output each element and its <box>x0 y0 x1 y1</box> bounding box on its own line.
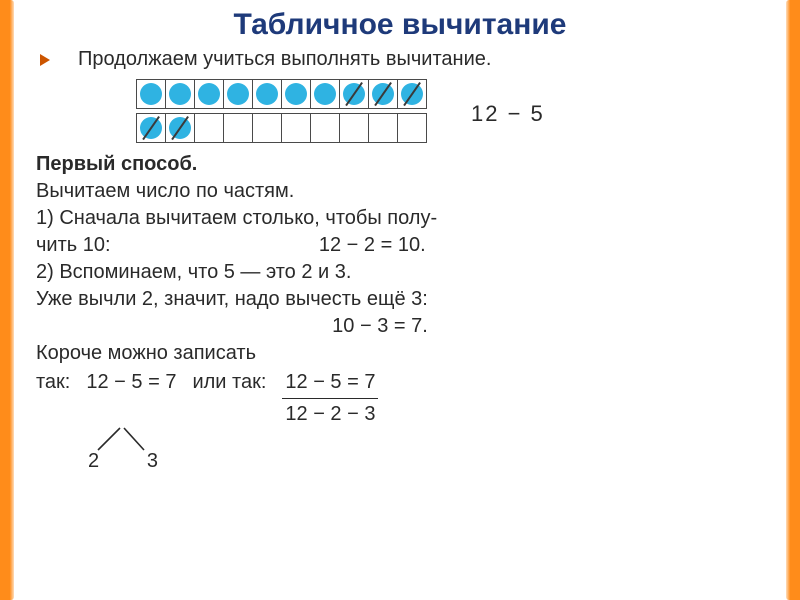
method-intro: Вычитаем число по частям. <box>36 178 764 205</box>
decor-bar-right <box>786 0 800 600</box>
counter-dot-icon <box>256 83 278 105</box>
grid-cell <box>165 113 195 143</box>
short-line-b: так: <box>36 369 70 396</box>
grid-cell <box>368 113 398 143</box>
step2-line-b: Уже вычли 2, значит, надо вычесть ещё 3: <box>36 286 764 313</box>
grid-cell <box>136 79 166 109</box>
decor-bar-left <box>0 0 14 600</box>
number-split: 2 3 <box>92 426 172 470</box>
step1-equation: 12 − 2 = 10. <box>111 232 764 259</box>
counter-crossed-icon <box>169 117 191 139</box>
intro-line: Продолжаем учиться выполнять вычитание. <box>40 46 764 73</box>
grid-cell <box>310 113 340 143</box>
grid-cell <box>136 113 166 143</box>
counter-crossed-icon <box>140 117 162 139</box>
fraction-top: 12 − 5 = 7 <box>282 369 378 399</box>
counter-dot-icon <box>285 83 307 105</box>
grid-cell <box>397 79 427 109</box>
step2-line-a: 2) Вспоминаем, что 5 — это 2 и 3. <box>36 259 764 286</box>
grid-cell <box>339 113 369 143</box>
counter-dot-icon <box>169 83 191 105</box>
counter-crossed-icon <box>401 83 423 105</box>
grid-cell <box>397 113 427 143</box>
grid-cell <box>281 113 311 143</box>
diagram-expression: 12 − 5 <box>471 93 545 129</box>
content-area: Продолжаем учиться выполнять вычитание. … <box>0 46 800 470</box>
grid-cell <box>281 79 311 109</box>
fraction-bottom: 12 − 2 − 3 <box>285 399 375 428</box>
bullet-arrow-icon <box>40 54 50 66</box>
counter-dot-icon <box>198 83 220 105</box>
step1-line-a: 1) Сначала вычитаем столько, чтобы полу- <box>36 205 764 232</box>
short-fraction: 12 − 5 = 7 12 − 2 − 3 <box>282 369 378 428</box>
counter-crossed-icon <box>343 83 365 105</box>
short-form-block: так: 12 − 5 = 7 или так: 12 − 5 = 7 12 −… <box>36 369 764 470</box>
counter-dot-icon <box>227 83 249 105</box>
short-or: или так: <box>192 369 266 396</box>
counter-dot-icon <box>140 83 162 105</box>
step1-line-b: чить 10: <box>36 232 111 259</box>
grid-cell <box>310 79 340 109</box>
grid-cell <box>339 79 369 109</box>
step2-equation: 10 − 3 = 7. <box>0 313 764 340</box>
short-equation: 12 − 5 = 7 <box>86 369 176 396</box>
page-container: Табличное вычитание Продолжаем учиться в… <box>0 0 800 600</box>
split-right-value: 3 <box>147 448 158 475</box>
grid-cell <box>368 79 398 109</box>
grid-cell <box>223 113 253 143</box>
split-left-value: 2 <box>88 448 99 475</box>
counters-diagram: 12 − 5 <box>136 79 764 143</box>
grid-cell <box>194 79 224 109</box>
page-title: Табличное вычитание <box>0 0 800 46</box>
grid-row-2 <box>136 113 427 143</box>
grid-row-1 <box>136 79 427 109</box>
grid-cell <box>165 79 195 109</box>
grid-cell <box>252 113 282 143</box>
counter-dot-icon <box>314 83 336 105</box>
counter-crossed-icon <box>372 83 394 105</box>
grid-cell <box>223 79 253 109</box>
short-line-a: Короче можно записать <box>36 340 764 367</box>
grid-cell <box>252 79 282 109</box>
intro-text: Продолжаем учиться выполнять вычитание. <box>78 46 491 73</box>
method-heading: Первый способ. <box>36 151 764 178</box>
grid-cell <box>194 113 224 143</box>
